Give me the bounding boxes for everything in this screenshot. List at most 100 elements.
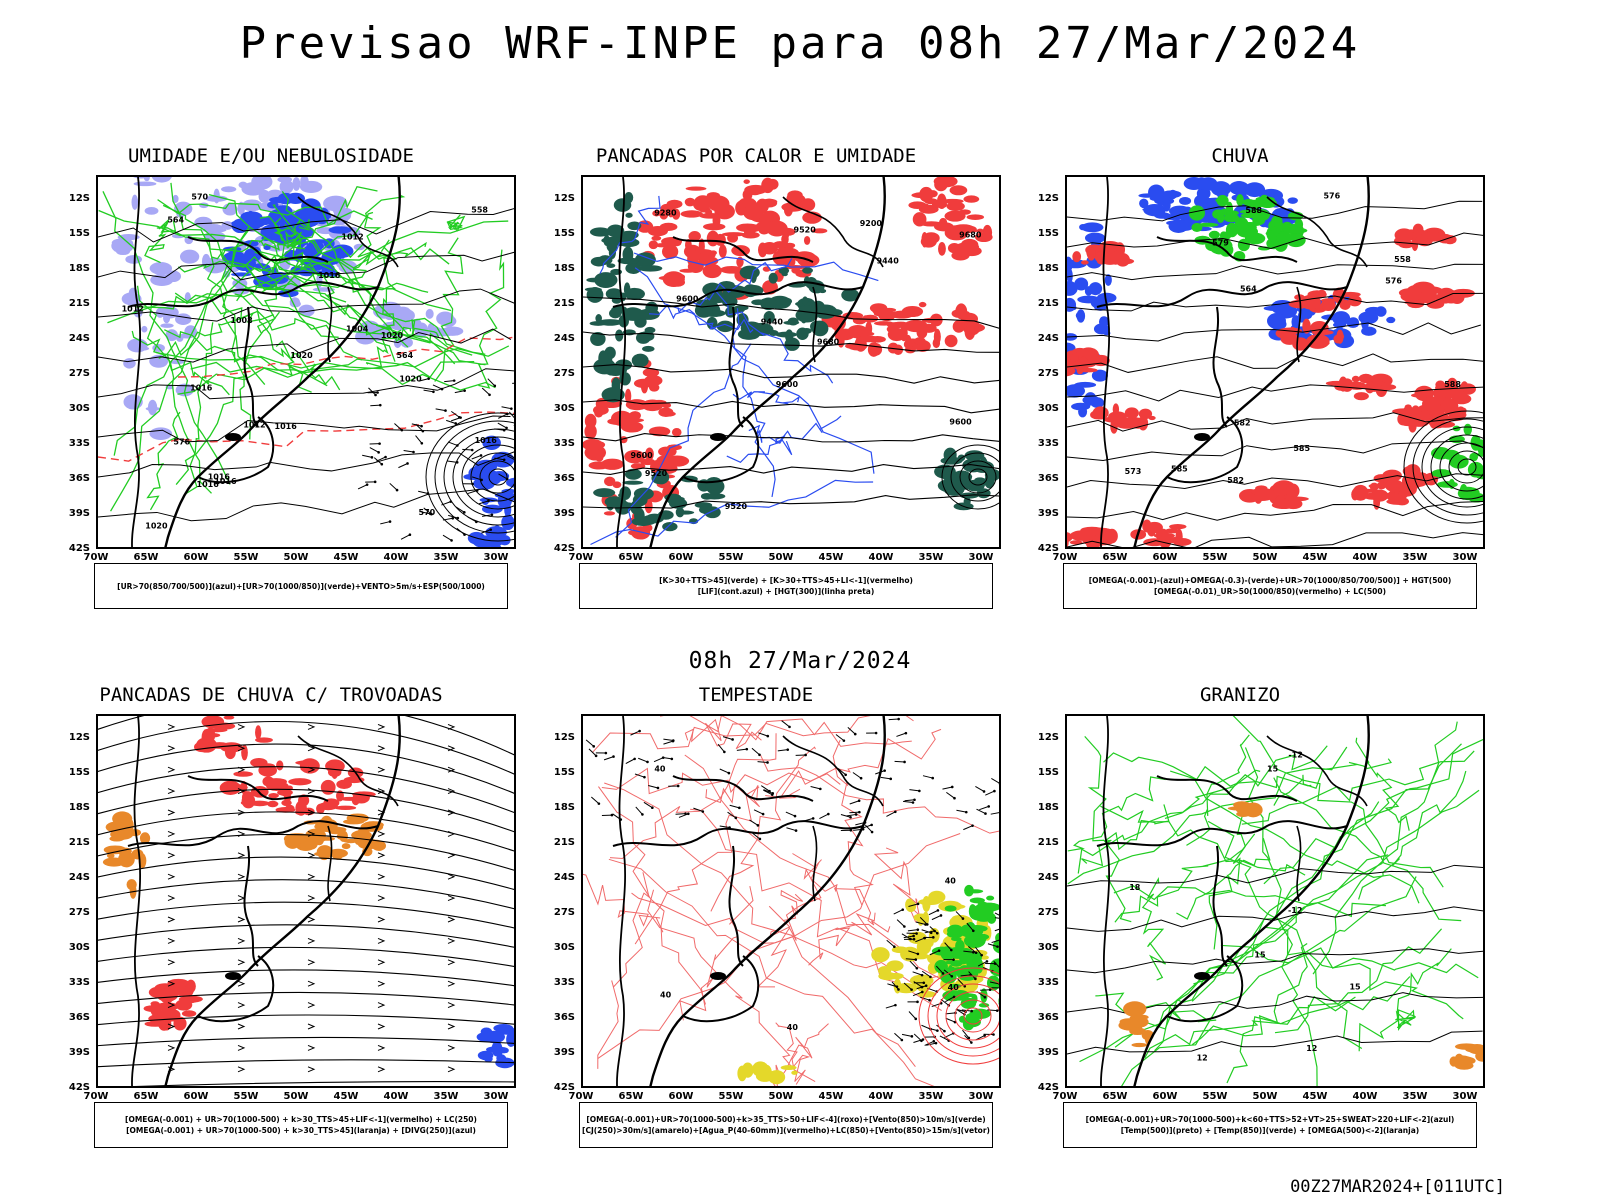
panel-legend: [OMEGA(-0.001)-(azul)+OMEGA(-0.3)-(verde…: [1063, 563, 1477, 609]
svg-text:576: 576: [173, 437, 190, 446]
latitude-label: 24S: [553, 333, 575, 344]
longitude-label: 30W: [1452, 1091, 1478, 1102]
svg-text:40: 40: [948, 983, 960, 992]
svg-text:564: 564: [167, 215, 184, 224]
latitude-label: 21S: [68, 837, 90, 848]
latitude-label: 30S: [68, 942, 90, 953]
svg-text:576: 576: [1323, 191, 1340, 200]
latitude-label: 42S: [68, 543, 90, 554]
latitude-label: 21S: [553, 837, 575, 848]
forecast-map[interactable]: 588 588 585 585 582 582 579 576 576 573 564 558: [1065, 175, 1485, 549]
svg-text:1012: 1012: [122, 304, 144, 313]
legend-line: [OMEGA(-0.001)+UR>70(1000-500)+k>35_TTS>…: [586, 1115, 986, 1124]
forecast-map[interactable]: [96, 714, 516, 1088]
panel-legend: [UR>70(850/700/500)](azul)+[UR>70(1000/8…: [94, 563, 508, 609]
latitude-label: 18S: [553, 802, 575, 813]
longitude-label: 60W: [1152, 1091, 1178, 1102]
longitude-label: 60W: [668, 1091, 694, 1102]
svg-text:570: 570: [419, 508, 436, 517]
svg-text:9600: 9600: [949, 417, 972, 426]
longitude-label: 70W: [1052, 552, 1078, 563]
latitude-label: 27S: [68, 368, 90, 379]
panel-tempestade[interactable]: TEMPESTADE 40 40 40 40 40 12S 15S 18S 21S 24S 27S 30…: [541, 684, 1001, 1164]
svg-text:9600: 9600: [776, 380, 799, 389]
svg-text:9440: 9440: [761, 317, 784, 326]
legend-line: [OMEGA(-0.01)_UR>50(1000/850)(vermelho) …: [1153, 587, 1387, 596]
longitude-label: 40W: [1352, 552, 1378, 563]
svg-text:-12: -12: [1288, 906, 1302, 915]
svg-text:585: 585: [1171, 465, 1188, 474]
svg-text:1016: 1016: [208, 472, 231, 481]
svg-text:564: 564: [1240, 284, 1257, 293]
legend-line: [LIF](cont.azul) + [HGT(300)](linha pret…: [697, 587, 875, 596]
longitude-label: 40W: [383, 1091, 409, 1102]
latitude-label: 36S: [553, 1012, 575, 1023]
svg-text:40: 40: [945, 877, 957, 886]
longitude-label: 50W: [768, 1091, 794, 1102]
latitude-label: 21S: [1037, 298, 1059, 309]
map-svg: 9680 9680 9600 9600 9600 9520 9600 9520 9520 9440…: [583, 177, 999, 547]
map-svg: [98, 716, 514, 1086]
longitude-label: 65W: [133, 1091, 159, 1102]
panel-title: UMIDADE E/OU NEBULOSIDADE: [128, 145, 414, 167]
latitude-label: 24S: [1037, 333, 1059, 344]
svg-text:573: 573: [1125, 467, 1142, 476]
latitude-label: 24S: [1037, 872, 1059, 883]
panel-legend: [OMEGA(-0.001)+UR>70(1000-500)+k>35_TTS>…: [579, 1102, 993, 1148]
svg-text:1016: 1016: [275, 422, 298, 431]
panel-title: PANCADAS POR CALOR E UMIDADE: [595, 145, 917, 167]
forecast-map[interactable]: 40 40 40 40 40: [581, 714, 1001, 1088]
svg-text:9600: 9600: [630, 451, 653, 460]
longitude-label: 40W: [383, 552, 409, 563]
svg-text:564: 564: [396, 351, 413, 360]
svg-text:9200: 9200: [860, 219, 883, 228]
panel-pancadas-calor[interactable]: PANCADAS POR CALOR E UMIDADE 9680 9680 9600…: [541, 145, 1001, 625]
svg-text:1016: 1016: [214, 477, 237, 486]
longitude-label: 45W: [818, 552, 844, 563]
svg-text:1020: 1020: [290, 351, 313, 360]
panel-pancadas-trovoadas[interactable]: PANCADAS DE CHUVA C/ TROVOADAS 12S 15S 18S 2…: [56, 684, 516, 1164]
svg-text:12: 12: [1306, 1044, 1317, 1053]
valid-time-subtitle: 08h 27/Mar/2024: [688, 648, 912, 674]
map-svg: 40 40 40 40 40: [583, 716, 999, 1086]
panel-umidade[interactable]: UMIDADE E/OU NEBULOSIDADE 1016 1012 1016 101…: [56, 145, 516, 625]
svg-text:9520: 9520: [645, 469, 668, 478]
longitude-label: 45W: [333, 552, 359, 563]
panel-granizo[interactable]: GRANIZO -12 -12 18 15 15 12 12 15 12S 15S 18S 21S 24S…: [1025, 684, 1485, 1164]
longitude-label: 40W: [868, 1091, 894, 1102]
svg-text:585: 585: [1293, 444, 1310, 453]
svg-text:15: 15: [1267, 765, 1279, 774]
longitude-label: 45W: [333, 1091, 359, 1102]
main-title: Previsao WRF-INPE para 08h 27/Mar/2024: [239, 18, 1361, 69]
longitude-label: 30W: [483, 1091, 509, 1102]
forecast-map[interactable]: 1016 1012 1016 1016 1020 1016 1012 1016 1020 1016…: [96, 175, 516, 549]
latitude-label: 21S: [68, 298, 90, 309]
svg-text:9440: 9440: [877, 257, 900, 266]
longitude-label: 60W: [183, 552, 209, 563]
forecast-map[interactable]: 9680 9680 9600 9600 9600 9520 9600 9520 9520 9440…: [581, 175, 1001, 549]
latitude-label: 21S: [1037, 837, 1059, 848]
legend-line: [OMEGA(-0.001) + UR>70(1000-500) + k>30_…: [126, 1126, 476, 1135]
svg-text:558: 558: [471, 206, 488, 215]
latitude-label: 27S: [1037, 368, 1059, 379]
panel-legend: [OMEGA(-0.001) + UR>70(1000-500) + k>30_…: [94, 1102, 508, 1148]
panel-chuva[interactable]: CHUVA 588 588 585 585 582 582 579 576 576 573 564 55…: [1025, 145, 1485, 625]
svg-text:12: 12: [1197, 1053, 1208, 1062]
panel-legend: [K>30+TTS>45](verde) + [K>30+TTS>45+LI<-…: [579, 563, 993, 609]
forecast-map[interactable]: -12 -12 18 15 15 12 12 15: [1065, 714, 1485, 1088]
legend-line: [K>30+TTS>45](verde) + [K>30+TTS>45+LI<-…: [659, 576, 913, 585]
legend-line: [UR>70(850/700/500)](azul)+[UR>70(1000/8…: [117, 581, 485, 591]
latitude-label: 30S: [1037, 403, 1059, 414]
latitude-label: 15S: [1037, 767, 1059, 778]
panel-title: CHUVA: [1211, 145, 1269, 167]
latitude-label: 24S: [68, 333, 90, 344]
longitude-label: 35W: [1402, 552, 1428, 563]
latitude-label: 33S: [1037, 438, 1059, 449]
svg-text:582: 582: [1234, 419, 1251, 428]
latitude-label: 39S: [553, 1047, 575, 1058]
latitude-label: 15S: [553, 228, 575, 239]
latitude-label: 39S: [68, 508, 90, 519]
svg-text:40: 40: [660, 990, 672, 999]
svg-text:9520: 9520: [725, 502, 748, 511]
longitude-label: 55W: [233, 1091, 259, 1102]
